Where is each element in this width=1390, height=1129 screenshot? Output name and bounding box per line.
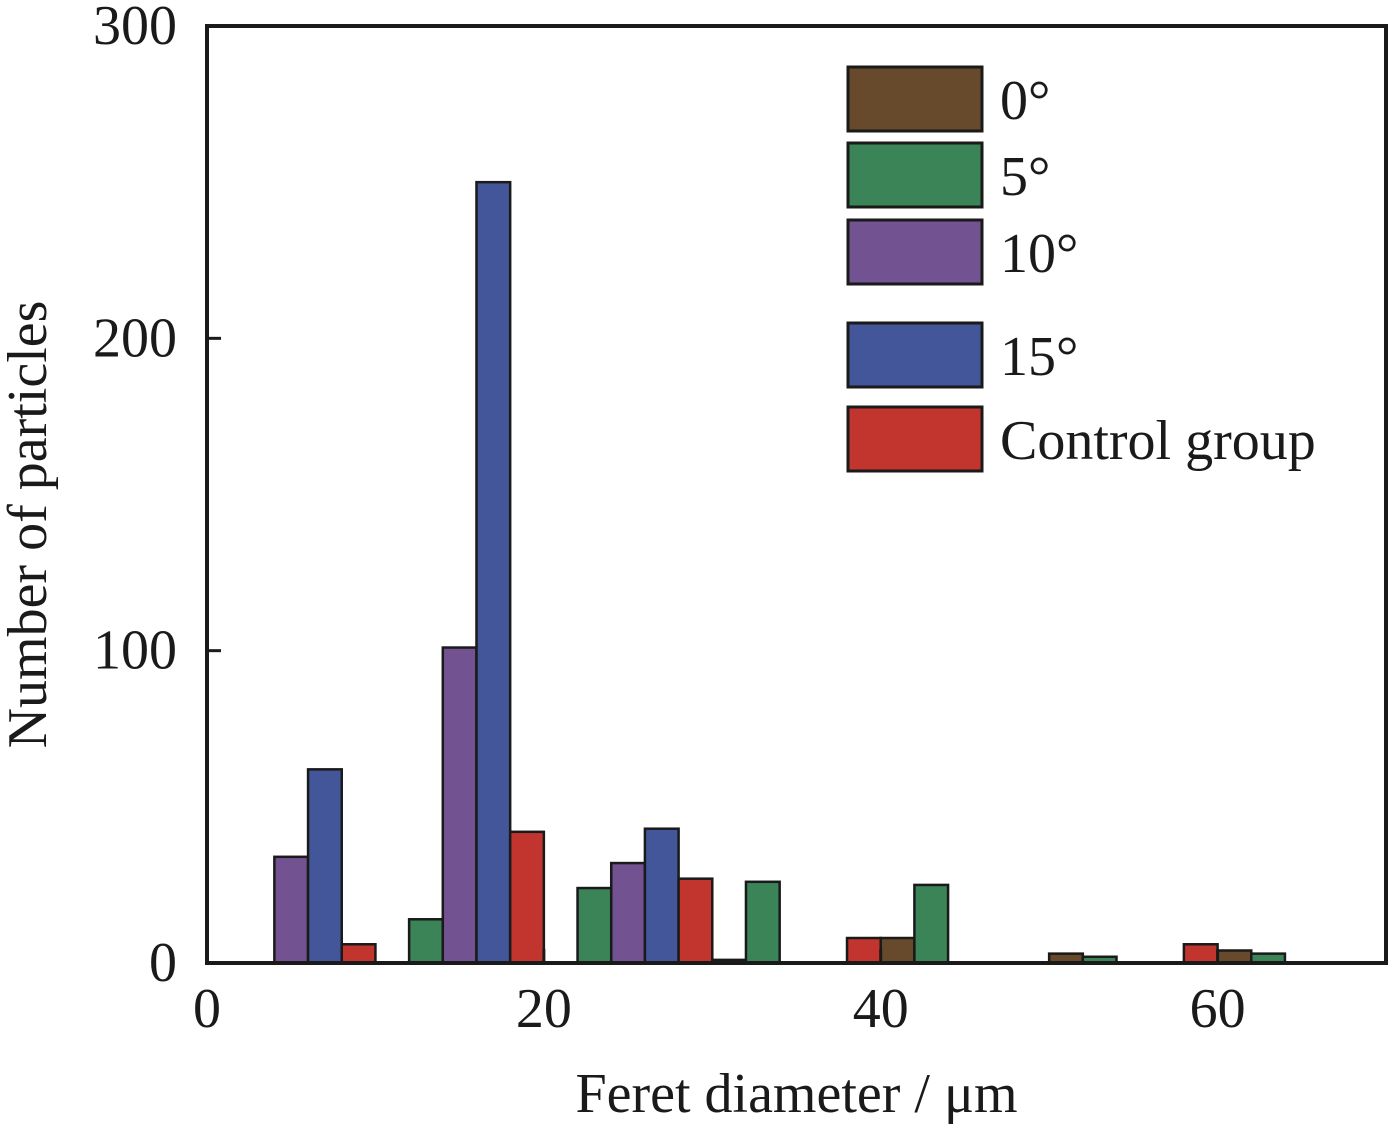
bar-control-group-0 (340, 943, 377, 965)
legend-label-control-group: Control group (1000, 410, 1316, 472)
legend-label-5: 5° (1000, 146, 1050, 208)
bar-5-2 (744, 880, 781, 965)
bar-control-group-3 (845, 936, 882, 965)
x-tick-label: 0 (193, 978, 221, 1040)
bars-layer (273, 180, 1287, 965)
legend-label-15: 15° (1000, 326, 1078, 388)
x-tick-label: 20 (516, 978, 572, 1040)
bar-10-0 (273, 855, 310, 965)
legend: 0° 5° 10° 15° Control group (846, 65, 1316, 473)
legend-label-0: 0° (1000, 70, 1050, 132)
y-tick-label: 100 (93, 620, 177, 682)
y-axis-title: Number of particles (0, 301, 59, 749)
y-tick-label: 200 (93, 307, 177, 369)
y-tick-label: 300 (93, 0, 177, 57)
bar-5-3 (913, 883, 950, 965)
legend-swatch-15 (846, 321, 984, 389)
bar-15-0 (306, 768, 343, 965)
y-tick-label: 0 (149, 932, 177, 994)
legend-swatch-0 (846, 65, 984, 133)
legend-swatch-control-group (846, 405, 984, 473)
x-tick-label: 40 (853, 978, 909, 1040)
x-tick-label: 60 (1190, 978, 1246, 1040)
bar-15-2 (643, 827, 680, 965)
legend-swatch-10 (846, 218, 984, 286)
bar-15-1 (475, 180, 512, 965)
bar-5-0 (407, 918, 445, 965)
bar-0-1 (879, 936, 916, 965)
x-axis-title: Feret diameter / μm (575, 1063, 1017, 1125)
bar-control-group-4 (1182, 943, 1219, 965)
bar-5-1 (576, 886, 613, 965)
plot-frame (205, 24, 1388, 965)
axis-ticks: 0 20 40 60 0 100 200 300 (93, 0, 1246, 1040)
legend-label-10: 10° (1000, 223, 1078, 285)
bar-control-group-1 (508, 830, 546, 965)
bar-control-group-2 (677, 877, 714, 965)
bar-10-1 (441, 646, 478, 965)
legend-swatch-5 (846, 141, 984, 209)
bar-10-2 (609, 861, 647, 965)
